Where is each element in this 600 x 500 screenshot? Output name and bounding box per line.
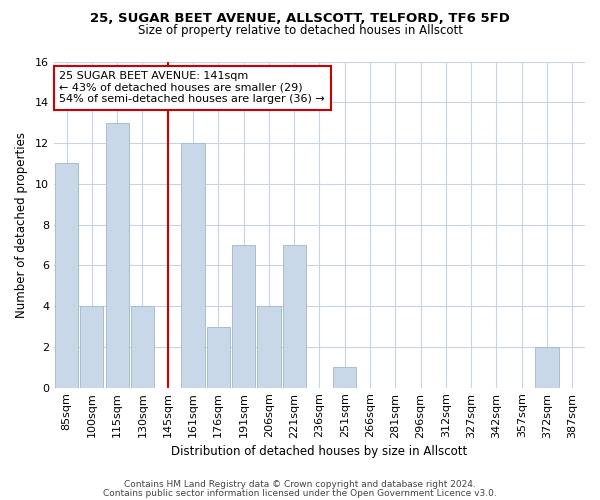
Bar <box>206 326 230 388</box>
Bar <box>106 122 129 388</box>
Bar <box>131 306 154 388</box>
Y-axis label: Number of detached properties: Number of detached properties <box>15 132 28 318</box>
Text: 25 SUGAR BEET AVENUE: 141sqm
← 43% of detached houses are smaller (29)
54% of se: 25 SUGAR BEET AVENUE: 141sqm ← 43% of de… <box>59 72 325 104</box>
X-axis label: Distribution of detached houses by size in Allscott: Distribution of detached houses by size … <box>172 444 467 458</box>
Bar <box>232 245 255 388</box>
Bar <box>333 368 356 388</box>
Bar <box>535 347 559 388</box>
Text: 25, SUGAR BEET AVENUE, ALLSCOTT, TELFORD, TF6 5FD: 25, SUGAR BEET AVENUE, ALLSCOTT, TELFORD… <box>90 12 510 26</box>
Text: Contains public sector information licensed under the Open Government Licence v3: Contains public sector information licen… <box>103 488 497 498</box>
Bar <box>181 143 205 388</box>
Text: Contains HM Land Registry data © Crown copyright and database right 2024.: Contains HM Land Registry data © Crown c… <box>124 480 476 489</box>
Text: Size of property relative to detached houses in Allscott: Size of property relative to detached ho… <box>137 24 463 37</box>
Bar <box>283 245 306 388</box>
Bar <box>257 306 281 388</box>
Bar <box>55 164 78 388</box>
Bar <box>80 306 103 388</box>
